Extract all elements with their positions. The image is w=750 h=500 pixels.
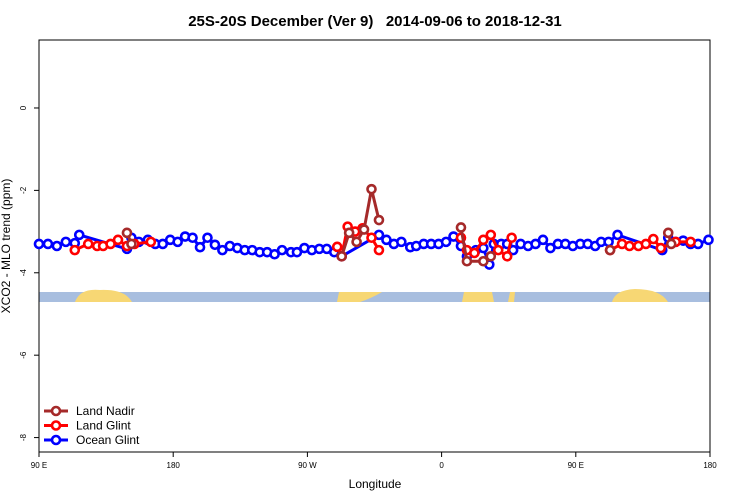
data-point bbox=[469, 247, 480, 259]
data-point bbox=[331, 241, 343, 253]
land-band bbox=[508, 292, 515, 302]
data-point bbox=[440, 236, 452, 248]
x-axis-label: Longitude bbox=[349, 477, 402, 491]
data-point bbox=[455, 222, 467, 233]
x-tick-label: 180 bbox=[703, 461, 717, 470]
land-band bbox=[75, 289, 132, 302]
y-axis-label: XCO2 - MLO trend (ppm) bbox=[0, 179, 13, 314]
series-line bbox=[125, 188, 673, 263]
series bbox=[121, 183, 677, 267]
data-point bbox=[492, 244, 504, 256]
data-point bbox=[105, 238, 116, 250]
series bbox=[33, 229, 714, 270]
data-point bbox=[366, 232, 377, 244]
y-tick-label: -8 bbox=[19, 433, 28, 441]
land-band bbox=[337, 292, 382, 302]
data-point bbox=[501, 250, 513, 262]
data-point bbox=[291, 246, 303, 258]
data-point bbox=[172, 236, 183, 248]
ocean-band bbox=[39, 292, 710, 302]
legend-marker bbox=[50, 434, 62, 446]
data-point bbox=[530, 238, 541, 250]
data-point bbox=[381, 234, 392, 246]
data-point bbox=[145, 236, 157, 248]
data-point bbox=[73, 229, 85, 241]
legend-label: Ocean Glint bbox=[76, 433, 140, 447]
y-tick-label: 0 bbox=[19, 105, 28, 110]
data-point bbox=[121, 227, 133, 239]
data-point bbox=[685, 236, 696, 248]
data-point bbox=[655, 242, 667, 254]
legend-marker bbox=[50, 405, 62, 417]
data-point bbox=[485, 229, 497, 241]
data-point bbox=[461, 255, 473, 267]
data-point bbox=[396, 236, 407, 248]
y-tick-label: -6 bbox=[19, 351, 28, 359]
data-point bbox=[202, 232, 213, 244]
data-point bbox=[51, 240, 63, 252]
land-band bbox=[612, 289, 668, 302]
x-tick-label: 90 E bbox=[31, 461, 47, 470]
data-point bbox=[366, 183, 377, 195]
data-point bbox=[187, 232, 198, 244]
data-point bbox=[624, 240, 635, 252]
data-point bbox=[648, 233, 659, 245]
data-point bbox=[112, 234, 124, 246]
data-point bbox=[545, 242, 556, 254]
data-point bbox=[537, 234, 549, 246]
data-point bbox=[82, 238, 94, 250]
data-point bbox=[506, 232, 517, 244]
chart-title: 25S-20S December (Ver 9) 2014-09-06 to 2… bbox=[188, 13, 562, 30]
land-mask bbox=[39, 289, 710, 302]
data-point bbox=[69, 244, 81, 256]
data-point bbox=[640, 238, 652, 250]
data-point bbox=[209, 239, 221, 251]
data-point bbox=[33, 238, 45, 250]
data-point bbox=[485, 250, 497, 262]
data-point bbox=[42, 238, 54, 250]
data-point bbox=[343, 227, 355, 239]
data-point bbox=[703, 234, 714, 246]
x-tick-label: 0 bbox=[439, 461, 444, 470]
data-point bbox=[194, 241, 206, 253]
x-tick-label: 90 E bbox=[568, 461, 584, 470]
data-point bbox=[217, 244, 228, 256]
land-band bbox=[462, 292, 494, 302]
data-point bbox=[269, 248, 280, 260]
data-point bbox=[373, 214, 385, 226]
x-tick-label: 180 bbox=[167, 461, 181, 470]
data-point bbox=[358, 224, 370, 235]
data-point bbox=[157, 238, 169, 250]
data-point bbox=[60, 236, 72, 248]
legend-label: Land Glint bbox=[76, 419, 131, 433]
data-point bbox=[276, 244, 288, 256]
data-point bbox=[612, 229, 623, 241]
data-point bbox=[126, 238, 137, 250]
data-point bbox=[373, 244, 385, 256]
legend-marker bbox=[50, 420, 62, 431]
x-tick-label: 90 W bbox=[298, 461, 317, 470]
data-point bbox=[665, 238, 677, 250]
data-point bbox=[662, 227, 674, 239]
data-point bbox=[478, 255, 489, 267]
legend-label: Land Nadir bbox=[76, 404, 135, 418]
y-tick-label: -2 bbox=[19, 186, 28, 194]
data-point bbox=[478, 234, 489, 246]
data-point bbox=[351, 236, 362, 248]
data-point bbox=[603, 236, 614, 248]
data-point bbox=[336, 250, 347, 262]
y-tick-label: -4 bbox=[19, 269, 28, 277]
data-point bbox=[604, 244, 616, 256]
